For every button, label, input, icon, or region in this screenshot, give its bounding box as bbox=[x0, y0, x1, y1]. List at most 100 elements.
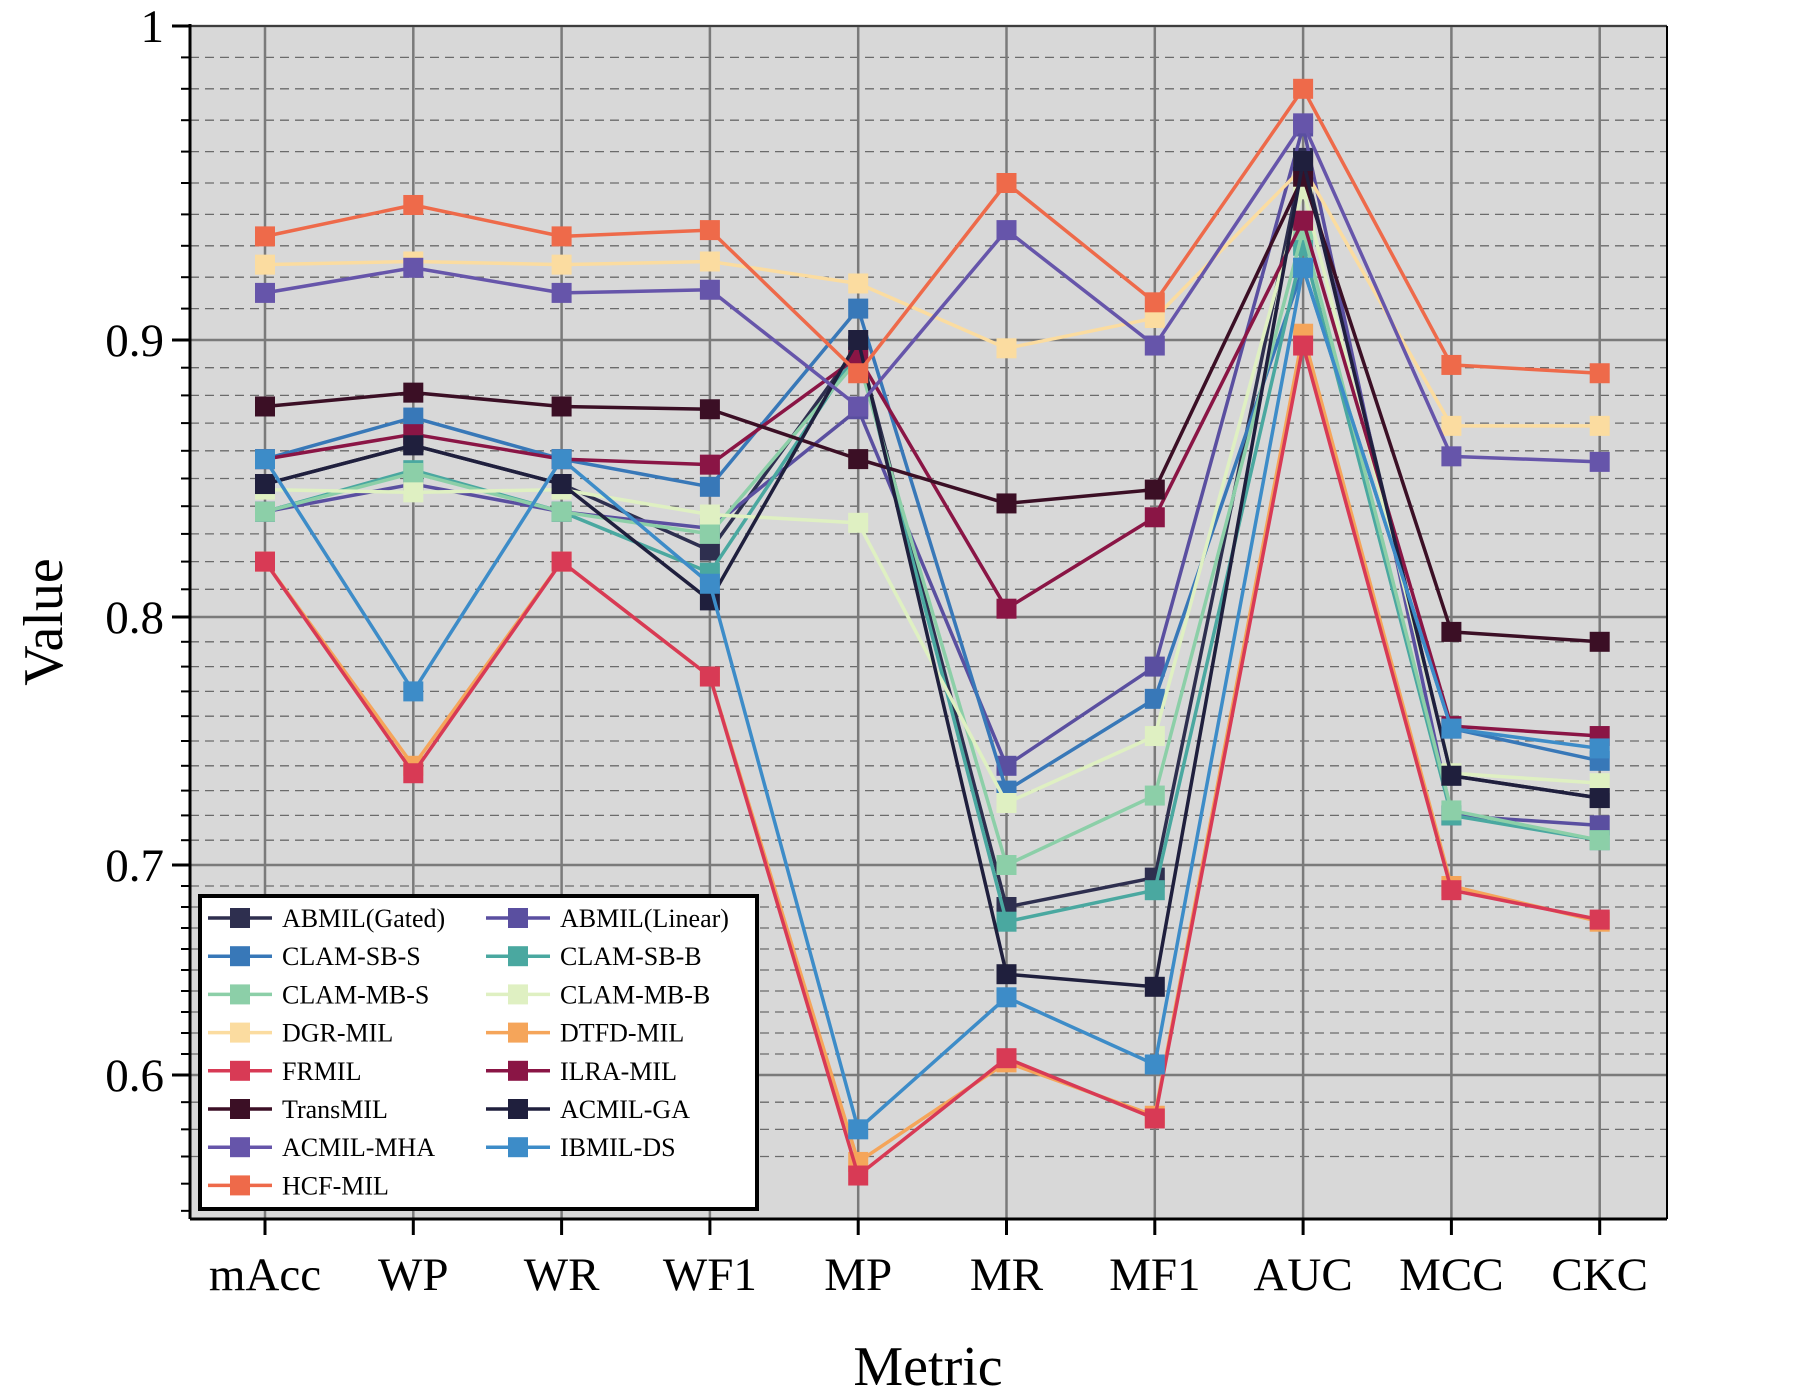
data-point bbox=[255, 396, 275, 417]
data-point bbox=[1589, 631, 1610, 652]
data-point bbox=[403, 435, 424, 456]
data-point bbox=[1293, 113, 1314, 134]
data-point bbox=[1144, 688, 1165, 709]
data-point bbox=[255, 551, 275, 572]
data-point bbox=[1441, 621, 1462, 642]
legend-swatch-marker bbox=[230, 984, 250, 1005]
data-point bbox=[403, 257, 424, 278]
data-point bbox=[848, 1119, 869, 1140]
legend-label: CLAM-SB-B bbox=[560, 942, 702, 971]
legend-label: ILRA-MIL bbox=[560, 1057, 677, 1086]
data-point bbox=[403, 407, 424, 428]
legend-swatch-marker bbox=[230, 908, 250, 928]
data-point bbox=[255, 501, 275, 522]
data-point bbox=[551, 501, 572, 522]
data-point bbox=[699, 504, 720, 525]
legend-swatch-marker bbox=[230, 1060, 250, 1081]
legend-item: FRMIL bbox=[208, 1057, 361, 1086]
data-point bbox=[699, 540, 720, 561]
legend-label: ACMIL-MHA bbox=[282, 1133, 435, 1162]
data-point bbox=[996, 964, 1017, 985]
y-axis-title: Value bbox=[13, 558, 75, 686]
data-point bbox=[1144, 292, 1165, 313]
data-point bbox=[1144, 656, 1165, 677]
legend-item: ACMIL-GA bbox=[486, 1095, 690, 1124]
legend-swatch-marker bbox=[230, 1175, 250, 1196]
data-point bbox=[403, 681, 424, 702]
legend-item: CLAM-SB-S bbox=[208, 942, 421, 971]
y-tick-label: 0.6 bbox=[105, 1050, 164, 1102]
data-point bbox=[848, 273, 869, 294]
data-point bbox=[996, 793, 1017, 813]
legend-label: ACMIL-GA bbox=[560, 1095, 690, 1124]
legend-label: DGR-MIL bbox=[282, 1019, 393, 1048]
y-tick-label: 0.7 bbox=[105, 840, 164, 892]
data-point bbox=[1144, 726, 1165, 747]
data-point bbox=[403, 763, 424, 784]
legend-label: CLAM-MB-B bbox=[560, 980, 710, 1009]
legend-swatch-marker bbox=[508, 1060, 528, 1081]
series-line bbox=[263, 266, 1600, 1132]
data-point bbox=[1441, 765, 1462, 786]
legend-item: DTFD-MIL bbox=[486, 1019, 684, 1048]
legend: ABMIL(Gated) ABMIL(Linear) CLAM-SB-S CLAM-S… bbox=[198, 894, 759, 1211]
y-tick-label: 0.8 bbox=[105, 592, 164, 644]
data-point bbox=[1441, 354, 1462, 375]
data-point bbox=[1589, 788, 1610, 809]
data-point bbox=[996, 1048, 1017, 1069]
legend-swatch-marker bbox=[508, 946, 528, 967]
data-point bbox=[699, 573, 720, 594]
legend-item: TransMIL bbox=[208, 1095, 388, 1124]
legend-label: CLAM-SB-S bbox=[282, 942, 421, 971]
data-point bbox=[403, 462, 424, 483]
data-point bbox=[1589, 415, 1610, 436]
data-point bbox=[1441, 800, 1462, 821]
series-line bbox=[264, 121, 1600, 464]
legend-label: HCF-MIL bbox=[282, 1171, 389, 1200]
data-point bbox=[1144, 1108, 1165, 1129]
data-point bbox=[403, 194, 424, 215]
axes: 0.6 0.7 0.8 0.9 1 mAcc WP WR WF1 MP MR MF1 AUC MCC CKC bbox=[105, 1, 1668, 1301]
data-point bbox=[996, 338, 1017, 359]
legend-swatch-marker bbox=[508, 908, 528, 928]
data-point bbox=[848, 512, 869, 533]
data-point bbox=[699, 523, 720, 544]
data-point bbox=[1293, 78, 1314, 99]
legend-item: ABMIL(Linear) bbox=[486, 904, 729, 933]
x-tick-label: AUC bbox=[1253, 1249, 1352, 1301]
legend-box bbox=[198, 894, 759, 1211]
data-point bbox=[1144, 335, 1165, 356]
x-tick-label: mAcc bbox=[209, 1249, 321, 1301]
data-point bbox=[255, 449, 275, 470]
legend-swatch-marker bbox=[230, 1099, 250, 1119]
data-point bbox=[1589, 738, 1610, 759]
x-tick-label: WF1 bbox=[663, 1249, 757, 1301]
data-point bbox=[1441, 446, 1462, 467]
y-tick-label: 1 bbox=[141, 1, 165, 53]
data-point bbox=[1144, 507, 1165, 528]
legend-item: HCF-MIL bbox=[208, 1171, 389, 1200]
data-point bbox=[1144, 880, 1165, 901]
data-point bbox=[1589, 451, 1610, 472]
x-axis-title: Metric bbox=[853, 1336, 1002, 1391]
x-tick-label: MF1 bbox=[1109, 1249, 1200, 1301]
data-point bbox=[1293, 257, 1314, 278]
data-point bbox=[551, 226, 572, 247]
data-point bbox=[996, 598, 1017, 619]
series-acmil-ga bbox=[255, 151, 1610, 997]
data-point bbox=[255, 474, 275, 495]
series-ibmil-ds bbox=[255, 257, 1610, 1140]
legend-swatch-marker bbox=[230, 1137, 250, 1158]
series-line bbox=[264, 87, 1600, 375]
series-layer bbox=[255, 78, 1610, 1186]
legend-swatch-marker bbox=[508, 1137, 528, 1158]
data-point bbox=[403, 382, 424, 403]
data-point bbox=[1293, 335, 1314, 356]
legend-item: CLAM-MB-S bbox=[208, 980, 429, 1009]
data-point bbox=[699, 454, 720, 475]
data-point bbox=[403, 482, 424, 503]
legend-label: ABMIL(Linear) bbox=[560, 904, 729, 933]
data-point bbox=[255, 226, 275, 247]
legend-item: CLAM-MB-B bbox=[486, 980, 710, 1009]
legend-swatch-marker bbox=[508, 1099, 528, 1119]
